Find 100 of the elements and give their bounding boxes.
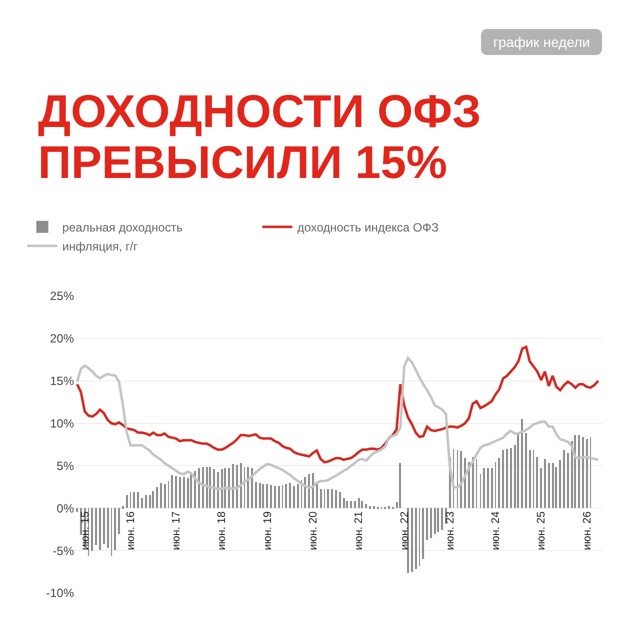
bar [103, 508, 105, 544]
x-tick-label: июн. 23 [444, 511, 456, 550]
bar [198, 468, 200, 508]
bar [141, 498, 143, 508]
y-tick-label: 5% [56, 458, 74, 473]
x-tick-label: июн. 21 [353, 511, 366, 550]
bar [437, 508, 439, 532]
legend-label: доходность индекса ОФЗ [297, 220, 439, 235]
bar [320, 489, 322, 508]
bar [521, 419, 523, 508]
bar [434, 508, 436, 534]
bar [285, 484, 287, 508]
y-tick-label: 20% [50, 332, 74, 346]
bar [498, 458, 500, 508]
bar [540, 468, 542, 508]
bar [304, 477, 306, 508]
x-tick-label: июн. 18 [216, 511, 228, 550]
x-tick-label: июн. 26 [581, 511, 594, 550]
bar [149, 495, 151, 508]
bar [126, 495, 128, 508]
bar [536, 457, 538, 508]
bar [369, 506, 371, 509]
bar [262, 484, 264, 508]
x-tick-label: июн. 25 [536, 511, 548, 550]
bar [430, 508, 432, 538]
bar [107, 508, 109, 548]
y-tick-label: -5% [52, 544, 74, 558]
bar [567, 453, 569, 508]
bar [206, 467, 208, 508]
bar [190, 473, 192, 508]
bar [316, 484, 318, 508]
bar [289, 483, 291, 508]
y-tick-label: 0% [56, 501, 74, 516]
bar [91, 508, 93, 551]
bar [548, 463, 550, 508]
y-tick-label: 10% [50, 416, 74, 430]
y-tick-label: 15% [50, 374, 74, 388]
bar [472, 457, 474, 508]
bar [441, 508, 443, 530]
bar [350, 501, 352, 508]
bar [160, 483, 162, 508]
bar [563, 450, 565, 508]
legend-label: реальная доходность [62, 220, 183, 235]
bar [297, 484, 299, 508]
bar [236, 465, 238, 508]
bar [426, 508, 428, 540]
bar [361, 501, 363, 508]
bar [339, 492, 341, 508]
x-tick-label: июн. 17 [170, 511, 183, 550]
bar [137, 492, 139, 508]
bar [133, 492, 135, 508]
bar [373, 506, 375, 509]
bar [232, 464, 234, 508]
bar [578, 435, 580, 508]
bar [114, 508, 116, 550]
bar [354, 501, 356, 508]
x-tick-label: июн. 20 [308, 511, 320, 550]
line-series [76, 346, 600, 464]
bar [293, 486, 295, 508]
bar [487, 468, 489, 508]
bar [156, 487, 158, 508]
bar [422, 508, 424, 559]
bar [460, 451, 462, 508]
bar [255, 482, 257, 508]
bar [331, 489, 333, 508]
bar [217, 472, 219, 508]
bar [491, 468, 493, 508]
bar [346, 501, 348, 508]
bar [510, 448, 512, 508]
bar [415, 508, 417, 569]
bar [358, 498, 360, 508]
bar [582, 437, 584, 508]
line-series [76, 356, 600, 491]
bar [343, 498, 345, 508]
bar [99, 508, 101, 550]
bar [278, 486, 280, 508]
bar [388, 506, 390, 509]
bar [251, 468, 253, 508]
bar [502, 450, 504, 508]
bar [209, 467, 211, 508]
bar [183, 477, 185, 508]
bar [559, 460, 561, 508]
bar [552, 463, 554, 508]
bar [335, 490, 337, 508]
bar [259, 483, 261, 508]
bar [228, 468, 230, 508]
x-tick-label: июн. 16 [125, 511, 138, 550]
bar [224, 468, 226, 508]
bar [506, 449, 508, 508]
bar [179, 477, 181, 508]
y-tick-label: 25% [50, 289, 74, 304]
bar [411, 508, 413, 572]
bar [213, 469, 215, 508]
legend-label: инфляция, г/г [62, 240, 138, 254]
x-tick-label: июн. 19 [262, 511, 274, 550]
bar [247, 467, 249, 508]
bar [327, 489, 329, 508]
bar [187, 478, 189, 508]
bar [164, 484, 166, 508]
bar [312, 473, 314, 508]
